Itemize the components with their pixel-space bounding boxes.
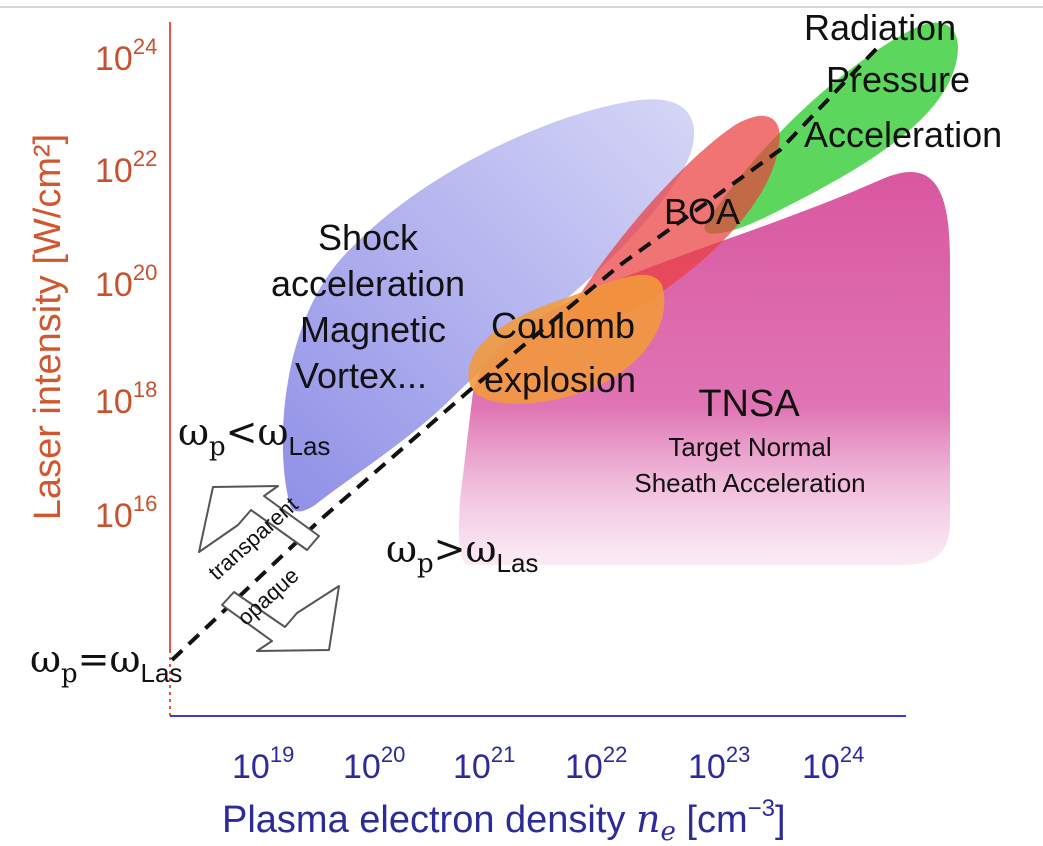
x-tick-label: 1021 xyxy=(453,742,515,786)
opaque-arrow-icon xyxy=(221,585,340,652)
tnsa-region xyxy=(459,171,950,565)
shock-region xyxy=(282,99,695,512)
tnsa-label-sub: Sheath Acceleration xyxy=(634,468,865,498)
x-tick-label: 1022 xyxy=(565,742,627,786)
y-tick-label: 1022 xyxy=(95,146,157,190)
transparent-arrow-icon xyxy=(198,485,320,553)
shock-label-line: Magnetic xyxy=(300,309,446,350)
shock-label-line: acceleration xyxy=(271,263,465,304)
shock-label: Shock acceleration Magnetic Vortex... xyxy=(271,217,465,396)
y-tick-label: 1024 xyxy=(95,34,157,78)
shock-label-line: Shock xyxy=(318,217,419,258)
y-tick-label: 1016 xyxy=(95,491,157,535)
x-tick-label: 1020 xyxy=(343,742,405,786)
rpa-label-line: Pressure xyxy=(826,59,970,100)
rpa-label-line: Radiation xyxy=(804,7,956,48)
coulomb-label-line: explosion xyxy=(484,359,636,400)
omega-lt-label: ωp<ωLas xyxy=(178,410,330,462)
boa-label: BOA xyxy=(664,191,740,232)
x-tick-label: 1019 xyxy=(232,742,294,786)
coulomb-label: Coulomb explosion xyxy=(484,305,636,400)
critical-density-line xyxy=(170,43,882,662)
rpa-region xyxy=(704,22,958,234)
coulomb-region xyxy=(468,274,665,404)
omega-gt-label: ωp>ωLas xyxy=(386,527,538,579)
y-tick-label: 1020 xyxy=(95,260,157,304)
tnsa-label: TNSA Target Normal Sheath Acceleration xyxy=(634,383,865,498)
shock-label-line: Vortex... xyxy=(295,355,427,396)
y-tick-label: 1018 xyxy=(95,377,157,421)
omega-eq-label: ωp=ωLas xyxy=(30,637,182,689)
rpa-label: Radiation Pressure Acceleration xyxy=(804,7,1002,155)
x-tick-label: 1023 xyxy=(688,742,750,786)
x-tick-labels: 1019 1020 1021 1022 1023 1024 xyxy=(232,742,864,786)
tnsa-label-sub: Target Normal xyxy=(668,432,831,462)
x-axis-title: Plasma electron density ne [cm−3] xyxy=(222,795,786,846)
y-axis-title: Laser intensity [W/cm²] xyxy=(27,134,69,520)
rpa-label-line: Acceleration xyxy=(804,114,1002,155)
coulomb-label-line: Coulomb xyxy=(491,305,635,346)
tnsa-label-title: TNSA xyxy=(698,383,800,425)
x-tick-label: 1024 xyxy=(802,742,864,786)
y-tick-labels: 1024 1022 1020 1018 1016 xyxy=(95,34,157,535)
boa-region xyxy=(569,115,780,324)
